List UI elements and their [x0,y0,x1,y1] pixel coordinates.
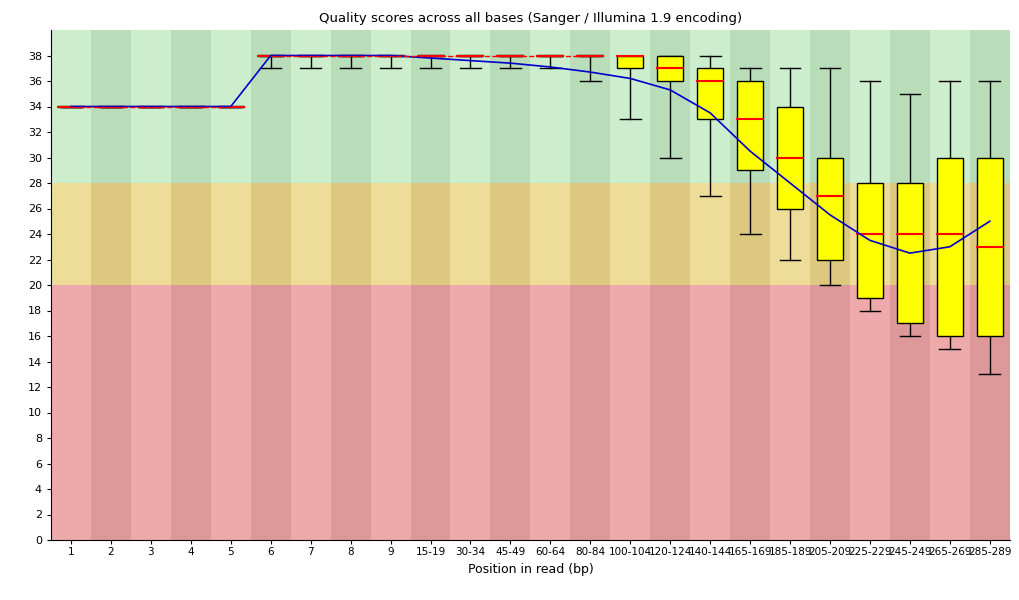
Bar [91,285,130,540]
Bar [130,285,171,540]
Bar [530,183,570,285]
Bar [969,30,1009,183]
Bar [656,55,683,81]
Bar [690,183,730,285]
Bar [889,183,929,285]
Bar [370,183,410,285]
Bar [490,285,530,540]
Bar [690,285,730,540]
Bar [896,183,922,323]
Bar [51,30,91,183]
Bar [769,30,809,183]
Bar [91,30,130,183]
Bar [251,285,290,540]
Bar [849,183,889,285]
Bar [609,30,650,183]
Bar [929,183,969,285]
Bar [650,183,690,285]
Bar [650,285,690,540]
Bar [889,30,929,183]
Bar [51,285,91,540]
Title: Quality scores across all bases (Sanger / Illumina 1.9 encoding): Quality scores across all bases (Sanger … [319,11,741,25]
Bar [130,183,171,285]
Bar [290,183,330,285]
Bar [849,285,889,540]
Bar [809,30,849,183]
Bar [769,285,809,540]
Bar [450,183,490,285]
Bar [130,30,171,183]
Bar [370,30,410,183]
Bar [776,107,802,208]
Bar [570,285,609,540]
Bar [730,183,769,285]
Bar [91,183,130,285]
Bar [290,30,330,183]
Bar [809,183,849,285]
Bar [570,183,609,285]
Bar [769,183,809,285]
Bar [171,30,211,183]
Bar [490,183,530,285]
Bar [530,30,570,183]
Bar [650,30,690,183]
Bar [969,183,1009,285]
Bar [816,157,842,259]
Bar [51,183,91,285]
Bar [809,285,849,540]
Bar [251,183,290,285]
Bar [730,30,769,183]
Bar [330,285,370,540]
Bar [929,30,969,183]
Bar [609,285,650,540]
Bar [171,285,211,540]
Bar [936,157,962,336]
Bar [211,183,251,285]
Bar [490,30,530,183]
Bar [969,285,1009,540]
Bar [976,157,1002,336]
Bar [410,285,450,540]
Bar [609,183,650,285]
Bar [849,30,889,183]
Bar [730,285,769,540]
Bar [330,183,370,285]
Bar [171,183,211,285]
X-axis label: Position in read (bp): Position in read (bp) [467,563,593,575]
Bar [211,30,251,183]
Bar [616,55,643,68]
Bar [690,30,730,183]
Bar [570,30,609,183]
Bar [856,183,882,298]
Bar [330,30,370,183]
Bar [211,285,251,540]
Bar [410,30,450,183]
Bar [370,285,410,540]
Bar [889,285,929,540]
Bar [697,68,722,119]
Bar [450,285,490,540]
Bar [251,30,290,183]
Bar [450,30,490,183]
Bar [737,81,762,170]
Bar [290,285,330,540]
Bar [530,285,570,540]
Bar [410,183,450,285]
Bar [929,285,969,540]
